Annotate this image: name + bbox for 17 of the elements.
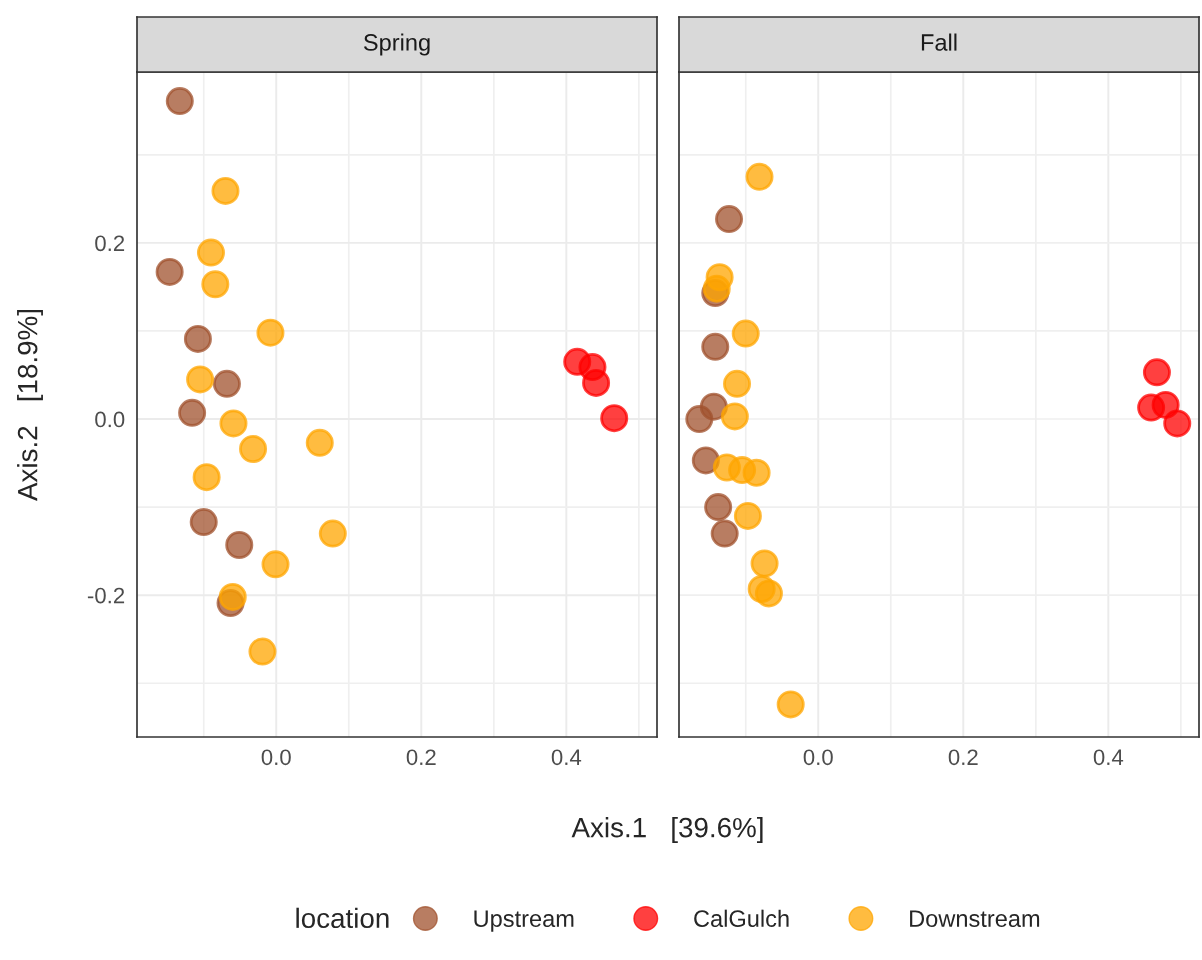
legend-label: CalGulch: [694, 909, 789, 927]
legend-label: Upstream: [474, 910, 574, 932]
x-tick-label: 0.4: [1093, 749, 1124, 766]
legend-label: Downstream: [910, 910, 1040, 927]
y-axis-title: Axis.2 [18.9%]: [17, 309, 43, 501]
y-tick-label: 0.0: [95, 411, 125, 428]
x-axis-title: Axis.1 [39.6%]: [571, 817, 763, 843]
y-tick-label: 0.2: [95, 235, 125, 252]
x-tick-label: 0.4: [551, 749, 582, 766]
chart-title: Spring: [363, 33, 430, 56]
x-tick-label: 0.0: [261, 749, 291, 766]
y-tick-label: -0.2: [87, 587, 125, 604]
x-tick-label: 0.2: [948, 749, 978, 766]
legend-title: location: [296, 907, 389, 929]
x-tick-label: 0.0: [803, 749, 833, 766]
x-tick-label: 0.2: [406, 749, 436, 766]
chart-title: Fall: [921, 33, 957, 51]
